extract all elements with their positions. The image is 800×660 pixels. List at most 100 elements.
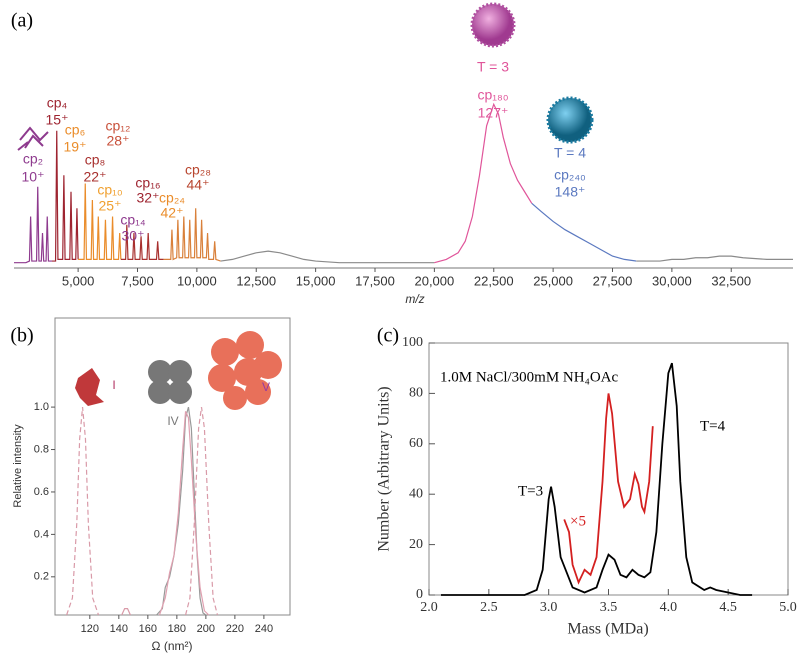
x-tick-label: 2.5 <box>480 600 498 615</box>
annotation: 22⁺ <box>84 169 107 185</box>
plot-frame <box>54 317 291 616</box>
spectrum-line <box>440 362 753 596</box>
spectrum-line <box>563 393 654 585</box>
y-tick-label: 0.2 <box>34 571 49 583</box>
spectrum-line <box>636 255 793 262</box>
x-tick-label: 200 <box>197 623 215 635</box>
y-tick-label: 0.4 <box>34 528 49 540</box>
y-tick-label: 0 <box>416 587 423 602</box>
y-tick-label: 40 <box>409 486 423 501</box>
annotation: V <box>262 380 270 394</box>
x-tick-label: 180 <box>168 623 186 635</box>
annotation: I <box>112 378 115 392</box>
annotation: T=3 <box>518 483 543 499</box>
y-tick-label: 1.0 <box>34 401 49 413</box>
y-axis-label: Relative intensity <box>12 424 24 508</box>
annotation: T = 4 <box>554 145 586 161</box>
x-tick-label: 120 <box>81 623 99 635</box>
spectrum-line <box>163 208 221 262</box>
panel-label: (a) <box>11 10 33 32</box>
annotation: 127⁺ <box>478 105 509 121</box>
annotation: 30⁺ <box>122 228 145 244</box>
annotation: cp₂₈ <box>185 162 211 178</box>
y-tick-label: 20 <box>409 537 423 552</box>
annotation: cp₂₄₀ <box>554 167 586 183</box>
y-tick-label: 0.8 <box>34 443 49 455</box>
x-tick-label: 5.0 <box>779 600 797 615</box>
annotation: 15⁺ <box>46 112 69 128</box>
tetramer-icon <box>148 360 192 404</box>
annotation: IV <box>167 414 178 428</box>
annotation: cp₁₂ <box>106 118 131 134</box>
icons <box>17 2 594 410</box>
x-tick-label: 20,000 <box>414 273 454 288</box>
annotation: 10⁺ <box>22 169 45 185</box>
annotation: ×5 <box>570 513 586 529</box>
annotation: T=4 <box>700 418 726 434</box>
spectrum-line <box>434 102 533 264</box>
annotation: 25⁺ <box>99 198 122 214</box>
x-tick-label: 4.5 <box>719 600 737 615</box>
spectrum-line <box>14 186 52 264</box>
annotation: cp₈ <box>85 152 106 168</box>
annotation: 1.0M NaCl/300mM NH₄OAc <box>440 369 618 385</box>
x-tick-label: 22,500 <box>474 273 514 288</box>
x-tick-label: 12,500 <box>236 273 276 288</box>
x-tick-label: 17,500 <box>355 273 395 288</box>
x-tick-label: 10,000 <box>177 273 217 288</box>
x-tick-label: 220 <box>226 623 244 635</box>
annotation: cp₁₆ <box>135 175 160 191</box>
x-tick-label: 25,000 <box>533 273 573 288</box>
annotation: cp₂ <box>23 151 43 167</box>
t3-capsid-icon <box>470 2 516 48</box>
x-tick-label: 5,000 <box>62 273 95 288</box>
annotation: T = 3 <box>477 59 509 75</box>
annotation: cp₆ <box>65 122 85 138</box>
x-tick-label: 160 <box>139 623 157 635</box>
y-tick-label: 80 <box>409 386 423 401</box>
panel-label: (b) <box>10 325 33 347</box>
x-tick-label: 30,000 <box>652 273 692 288</box>
x-tick-label: 2.0 <box>420 600 438 615</box>
x-axis-label: Ω (nm²) <box>152 639 193 653</box>
x-axis-label: Mass (MDa) <box>567 621 648 638</box>
spectrum-line <box>52 130 79 262</box>
assembly-icon <box>208 331 282 410</box>
x-tick-label: 27,500 <box>593 273 633 288</box>
x-tick-label: 140 <box>110 623 128 635</box>
annotation: cp₁₈₀ <box>477 87 508 103</box>
x-axis-label: m/z <box>405 292 424 306</box>
y-tick-label: 100 <box>402 335 423 350</box>
x-tick-label: 3.5 <box>600 600 618 615</box>
x-tick-label: 32,500 <box>711 273 751 288</box>
annotation: cp₁₀ <box>97 182 123 198</box>
annotation: 44⁺ <box>187 177 210 193</box>
spectrum-line <box>158 411 210 616</box>
y-axis-label: Number (Arbitrary Units) <box>376 386 393 551</box>
annotation: 148⁺ <box>555 184 586 200</box>
annotation: 42⁺ <box>161 205 184 221</box>
annotation: 28⁺ <box>107 133 130 149</box>
spectrum-line <box>184 407 219 616</box>
annotation: 32⁺ <box>137 190 160 206</box>
spectrum-line <box>66 407 100 616</box>
y-tick-label: 0.6 <box>34 486 49 498</box>
y-tick-label: 60 <box>409 436 423 451</box>
annotation: cp₂₄ <box>159 190 185 206</box>
x-tick-label: 7,500 <box>121 273 154 288</box>
annotation: 19⁺ <box>64 139 87 155</box>
spectrum-line <box>531 202 637 262</box>
spectrum-line <box>120 224 164 260</box>
panel-label: (c) <box>377 325 399 347</box>
dimer-icon <box>17 126 49 151</box>
annotation: cp₁₄ <box>120 212 146 228</box>
spectrum-line <box>220 250 435 264</box>
spectrum-line <box>78 183 122 260</box>
x-tick-label: 240 <box>255 623 273 635</box>
spectrum-line <box>121 608 131 616</box>
annotation: cp₄ <box>47 95 68 111</box>
x-tick-label: 4.0 <box>660 600 678 615</box>
t4-capsid-icon <box>546 96 594 144</box>
